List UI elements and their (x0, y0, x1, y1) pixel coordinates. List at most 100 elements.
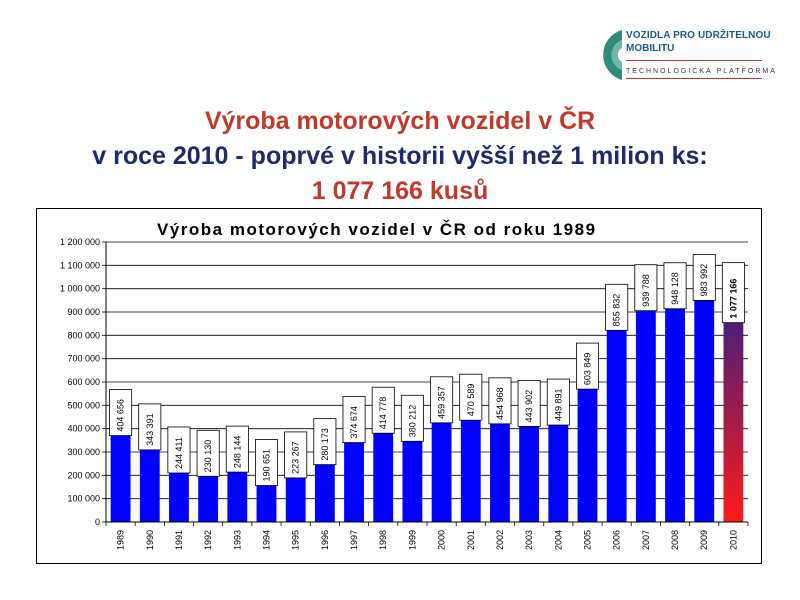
bar (198, 468, 219, 522)
data-label-box (634, 264, 658, 312)
bar (314, 456, 335, 522)
data-label: 280 173 (320, 428, 330, 461)
bar (519, 418, 540, 522)
y-tick-label: 700 000 (67, 354, 100, 364)
data-label-box (605, 283, 629, 331)
x-tick-label: 2003 (524, 530, 534, 550)
data-label: 603 849 (583, 353, 593, 386)
data-label-box (517, 380, 541, 427)
chart-title-background (106, 218, 322, 236)
data-label: 190 651 (262, 449, 272, 482)
data-label: 244 411 (174, 437, 184, 469)
y-tick-label: 900 000 (67, 307, 100, 317)
data-label-box (459, 373, 483, 421)
data-label-box (576, 342, 599, 390)
platform-logo: VOZIDLA PRO UDRŽITELNOU MOBILITU TECHNOL… (586, 26, 775, 84)
data-label-box (196, 429, 220, 477)
y-tick-label: 1 000 000 (60, 284, 100, 294)
x-tick-label: 1998 (378, 530, 388, 550)
headline-line1: Výroba motorových vozidel v ČR (204, 107, 596, 135)
data-label: 414 778 (378, 397, 388, 430)
x-tick-label: 2010 (728, 530, 738, 550)
x-tick-label: 2004 (553, 530, 563, 550)
data-label: 449 891 (553, 388, 563, 421)
bar (723, 270, 744, 522)
y-tick-label: 400 000 (67, 424, 100, 434)
x-tick-label: 2000 (437, 530, 447, 550)
y-tick-label: 800 000 (67, 330, 100, 340)
y-tick-label: 600 000 (67, 377, 100, 387)
data-label-box (400, 394, 424, 442)
data-label: 343 391 (145, 413, 155, 446)
bar (577, 381, 598, 522)
data-label: 223 267 (291, 441, 301, 474)
bar (227, 464, 248, 522)
data-label-box (488, 377, 512, 425)
bar (548, 417, 569, 522)
data-label-box (663, 262, 687, 310)
x-tick-label: 2002 (495, 530, 505, 550)
headline-line2: v roce 2010 - poprvé v historii vyšší ne… (92, 142, 708, 170)
bar (139, 441, 160, 522)
data-label: 230 130 (203, 440, 213, 473)
logo-text-line1: VOZIDLA PRO UDRŽITELNOU (626, 30, 771, 41)
data-label-box (225, 425, 249, 473)
data-label-box (342, 396, 366, 443)
bar (402, 433, 423, 522)
logo-text-line3: TECHNOLOGICKÁ PLATFORMA (626, 68, 777, 75)
chart-title: Výroba motorových vozidel v ČR od roku 1… (157, 220, 597, 239)
data-label-box (284, 431, 308, 479)
bar (256, 477, 277, 522)
data-label-box (167, 426, 191, 474)
data-label-box (255, 439, 278, 486)
production-bar-chart: Výroba motorových vozidel v ČR od roku 1… (36, 208, 762, 564)
bar (665, 300, 685, 522)
x-tick-label: 2006 (612, 530, 622, 550)
x-tick-label: 2001 (466, 530, 476, 550)
y-tick-label: 500 000 (67, 400, 100, 410)
data-label: 443 902 (524, 390, 534, 423)
logo-divider (626, 60, 762, 61)
x-tick-label: 2005 (583, 530, 593, 550)
bar (694, 292, 715, 522)
x-tick-label: 1989 (116, 530, 126, 550)
data-label: 459 357 (437, 386, 447, 419)
data-label: 248 144 (232, 436, 242, 469)
x-tick-label: 2007 (641, 530, 651, 550)
y-tick-label: 200 000 (67, 470, 100, 480)
y-tick-label: 1 100 000 (60, 260, 100, 270)
x-tick-label: 1990 (145, 530, 155, 550)
data-label: 470 589 (466, 384, 476, 417)
data-label: 1 077 166 (728, 279, 738, 319)
x-tick-label: 1992 (203, 530, 213, 550)
bar (285, 469, 306, 522)
data-label: 404 656 (116, 399, 126, 432)
bar (169, 464, 189, 522)
logo-divider (626, 78, 762, 79)
data-label-box (546, 378, 570, 426)
bar (373, 425, 394, 522)
data-label: 939 788 (641, 274, 651, 307)
bar (344, 434, 364, 522)
x-tick-label: 2008 (670, 530, 680, 550)
y-tick-label: 100 000 (67, 494, 100, 504)
y-tick-label: 300 000 (67, 447, 100, 457)
x-tick-label: 1999 (407, 530, 417, 550)
bar (490, 415, 510, 522)
data-label-box (430, 376, 454, 424)
data-label: 380 212 (407, 405, 417, 438)
data-label-box (109, 389, 133, 436)
bar (460, 412, 481, 522)
logo-text-line2: MOBILITU (626, 43, 675, 54)
x-tick-label: 1994 (262, 530, 272, 550)
data-label-box (371, 386, 395, 434)
headline-line3: 1 077 166 kusů (311, 177, 489, 205)
bar (431, 414, 452, 522)
x-tick-label: 2009 (699, 530, 709, 550)
bar (110, 427, 131, 522)
bar (635, 302, 656, 522)
data-label: 855 832 (612, 294, 622, 327)
x-tick-label: 1993 (232, 530, 242, 550)
bar (606, 322, 627, 522)
data-label-box (692, 254, 716, 301)
